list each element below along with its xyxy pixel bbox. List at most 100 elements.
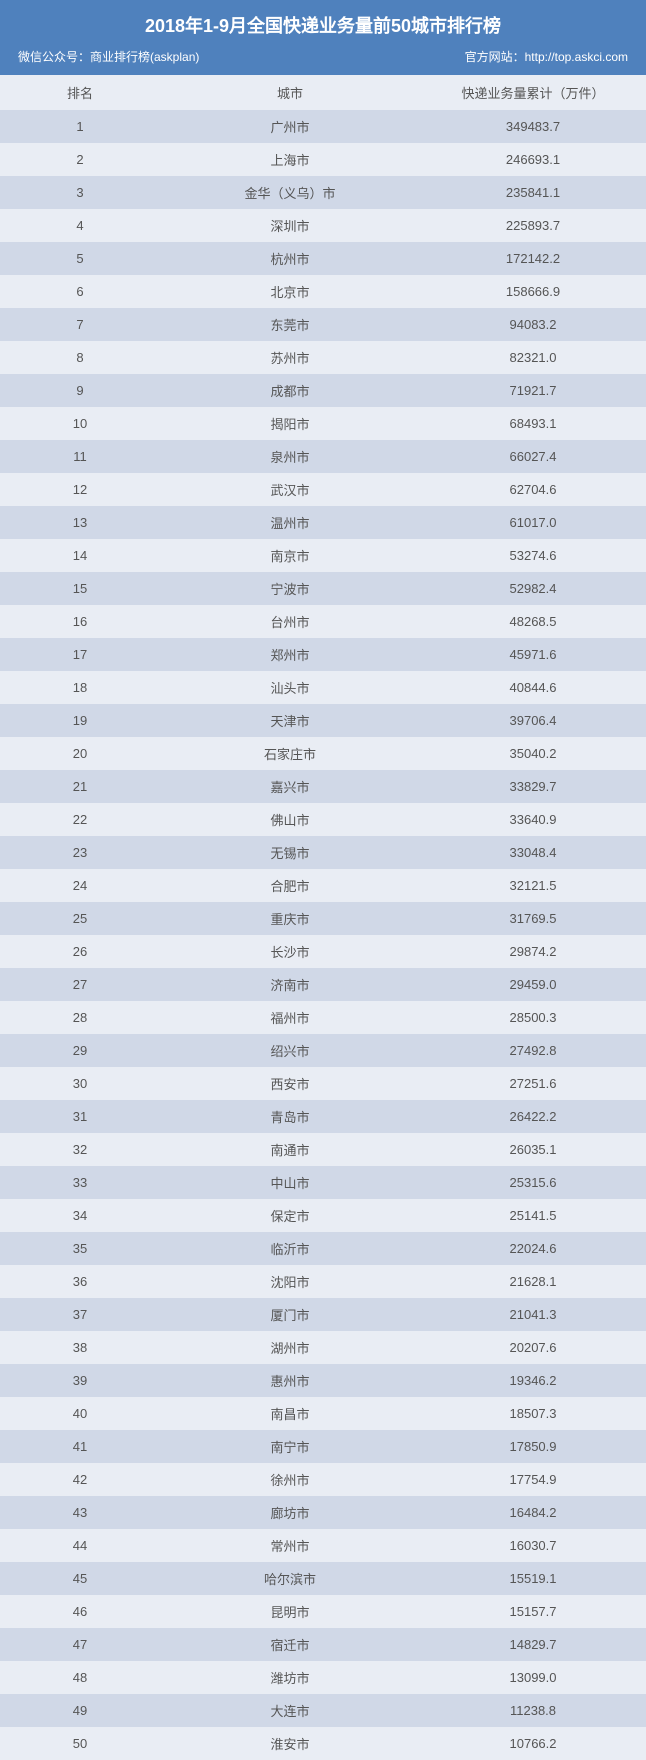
table-row: 23无锡市33048.4 [0, 836, 646, 869]
cell-rank: 28 [0, 1001, 160, 1034]
cell-city: 青岛市 [160, 1100, 420, 1133]
cell-city: 苏州市 [160, 341, 420, 374]
cell-city: 石家庄市 [160, 737, 420, 770]
table-row: 28福州市28500.3 [0, 1001, 646, 1034]
cell-value: 158666.9 [420, 275, 646, 308]
cell-value: 13099.0 [420, 1661, 646, 1694]
cell-rank: 38 [0, 1331, 160, 1364]
cell-value: 94083.2 [420, 308, 646, 341]
website-label: 官方网站： [465, 50, 525, 64]
cell-city: 南宁市 [160, 1430, 420, 1463]
cell-rank: 12 [0, 473, 160, 506]
header-block: 2018年1-9月全国快递业务量前50城市排行榜 微信公众号：商业排行榜(ask… [0, 0, 646, 75]
cell-rank: 29 [0, 1034, 160, 1067]
cell-value: 82321.0 [420, 341, 646, 374]
cell-city: 济南市 [160, 968, 420, 1001]
table-row: 8苏州市82321.0 [0, 341, 646, 374]
table-row: 33中山市25315.6 [0, 1166, 646, 1199]
cell-value: 16484.2 [420, 1496, 646, 1529]
cell-value: 29874.2 [420, 935, 646, 968]
cell-value: 14829.7 [420, 1628, 646, 1661]
cell-value: 16030.7 [420, 1529, 646, 1562]
cell-city: 西安市 [160, 1067, 420, 1100]
cell-city: 台州市 [160, 605, 420, 638]
table-row: 24合肥市32121.5 [0, 869, 646, 902]
cell-value: 27251.6 [420, 1067, 646, 1100]
cell-city: 福州市 [160, 1001, 420, 1034]
page-title: 2018年1-9月全国快递业务量前50城市排行榜 [0, 0, 646, 48]
table-row: 27济南市29459.0 [0, 968, 646, 1001]
cell-rank: 14 [0, 539, 160, 572]
cell-value: 10766.2 [420, 1727, 646, 1760]
cell-value: 33048.4 [420, 836, 646, 869]
cell-rank: 36 [0, 1265, 160, 1298]
cell-value: 27492.8 [420, 1034, 646, 1067]
cell-rank: 10 [0, 407, 160, 440]
cell-value: 62704.6 [420, 473, 646, 506]
cell-rank: 16 [0, 605, 160, 638]
cell-city: 郑州市 [160, 638, 420, 671]
cell-city: 东莞市 [160, 308, 420, 341]
cell-rank: 7 [0, 308, 160, 341]
cell-rank: 18 [0, 671, 160, 704]
cell-city: 佛山市 [160, 803, 420, 836]
cell-rank: 2 [0, 143, 160, 176]
cell-rank: 42 [0, 1463, 160, 1496]
cell-city: 潍坊市 [160, 1661, 420, 1694]
cell-city: 哈尔滨市 [160, 1562, 420, 1595]
cell-city: 广州市 [160, 110, 420, 143]
cell-value: 61017.0 [420, 506, 646, 539]
table-row: 43廊坊市16484.2 [0, 1496, 646, 1529]
cell-city: 昆明市 [160, 1595, 420, 1628]
cell-rank: 6 [0, 275, 160, 308]
cell-city: 重庆市 [160, 902, 420, 935]
cell-rank: 13 [0, 506, 160, 539]
cell-rank: 44 [0, 1529, 160, 1562]
cell-city: 南京市 [160, 539, 420, 572]
table-row: 29绍兴市27492.8 [0, 1034, 646, 1067]
table-row: 36沈阳市21628.1 [0, 1265, 646, 1298]
cell-city: 北京市 [160, 275, 420, 308]
cell-value: 26035.1 [420, 1133, 646, 1166]
table-row: 44常州市16030.7 [0, 1529, 646, 1562]
cell-rank: 22 [0, 803, 160, 836]
cell-value: 21628.1 [420, 1265, 646, 1298]
cell-value: 18507.3 [420, 1397, 646, 1430]
table-row: 26长沙市29874.2 [0, 935, 646, 968]
table-row: 15宁波市52982.4 [0, 572, 646, 605]
cell-rank: 43 [0, 1496, 160, 1529]
table-row: 47宿迁市14829.7 [0, 1628, 646, 1661]
subtitle-right: 官方网站：http://top.askci.com [465, 48, 628, 65]
table-row: 18汕头市40844.6 [0, 671, 646, 704]
cell-rank: 49 [0, 1694, 160, 1727]
cell-city: 绍兴市 [160, 1034, 420, 1067]
table-row: 39惠州市19346.2 [0, 1364, 646, 1397]
table-row: 11泉州市66027.4 [0, 440, 646, 473]
table-row: 2上海市246693.1 [0, 143, 646, 176]
cell-value: 40844.6 [420, 671, 646, 704]
table-row: 14南京市53274.6 [0, 539, 646, 572]
col-header-rank: 排名 [0, 75, 160, 110]
table-row: 32南通市26035.1 [0, 1133, 646, 1166]
subtitle-row: 微信公众号：商业排行榜(askplan) 官方网站：http://top.ask… [0, 48, 646, 75]
cell-rank: 50 [0, 1727, 160, 1760]
table-row: 48潍坊市13099.0 [0, 1661, 646, 1694]
table-row: 12武汉市62704.6 [0, 473, 646, 506]
cell-city: 无锡市 [160, 836, 420, 869]
cell-city: 沈阳市 [160, 1265, 420, 1298]
table-row: 50淮安市10766.2 [0, 1727, 646, 1760]
cell-rank: 8 [0, 341, 160, 374]
cell-value: 17754.9 [420, 1463, 646, 1496]
cell-city: 淮安市 [160, 1727, 420, 1760]
cell-value: 26422.2 [420, 1100, 646, 1133]
cell-city: 揭阳市 [160, 407, 420, 440]
col-header-city: 城市 [160, 75, 420, 110]
ranking-table: 排名 城市 快递业务量累计（万件） 1广州市349483.72上海市246693… [0, 75, 646, 1760]
table-row: 19天津市39706.4 [0, 704, 646, 737]
cell-city: 保定市 [160, 1199, 420, 1232]
cell-city: 温州市 [160, 506, 420, 539]
cell-rank: 23 [0, 836, 160, 869]
cell-city: 合肥市 [160, 869, 420, 902]
cell-rank: 26 [0, 935, 160, 968]
cell-value: 31769.5 [420, 902, 646, 935]
